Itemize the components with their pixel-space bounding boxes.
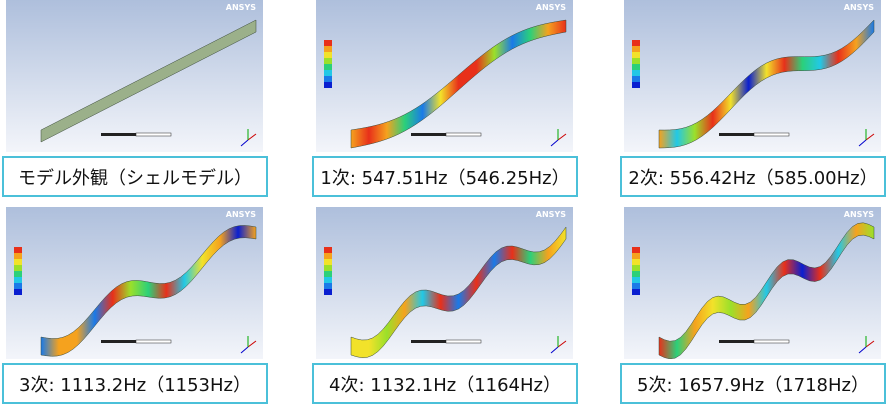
scale-bar <box>719 340 754 343</box>
caption: 2次: 556.42Hz（585.00Hz） <box>620 156 886 197</box>
triad-axis <box>550 139 559 147</box>
caption: 4次: 1132.1Hz（1164Hz） <box>312 363 578 404</box>
scale-bar <box>445 339 482 344</box>
scale-bar <box>135 132 172 137</box>
legend-swatch <box>14 283 22 289</box>
legend-swatch <box>324 70 332 76</box>
legend-swatch <box>324 289 332 295</box>
scale-bar <box>445 132 482 137</box>
legend-swatch <box>324 277 332 283</box>
scale-bar <box>135 339 172 344</box>
legend-swatch <box>324 58 332 64</box>
simulation-image: ANSYS <box>624 0 881 152</box>
caption: 1次: 547.51Hz（546.25Hz） <box>312 156 578 197</box>
beam <box>40 19 257 143</box>
legend-swatch <box>632 76 640 82</box>
caption: モデル外観（シェルモデル） <box>2 156 268 197</box>
legend-swatch <box>632 253 640 259</box>
legend-swatch <box>632 283 640 289</box>
legend-swatch <box>632 271 640 277</box>
legend-swatch <box>632 58 640 64</box>
legend-swatch <box>324 52 332 58</box>
legend-swatch <box>324 265 332 271</box>
simulation-image: ANSYS <box>316 207 573 359</box>
legend-swatch <box>632 259 640 265</box>
scale-bar <box>411 340 446 343</box>
legend-swatch <box>632 46 640 52</box>
triad-axis <box>858 139 867 147</box>
triad-axis <box>247 340 257 348</box>
triad-axis <box>557 133 567 141</box>
simulation-image: ANSYS <box>316 0 573 152</box>
legend-swatch <box>14 289 22 295</box>
legend-swatch <box>14 247 22 253</box>
logo: ANSYS <box>844 3 874 12</box>
triad-axis <box>240 139 249 147</box>
legend-swatch <box>632 70 640 76</box>
legend-swatch <box>324 64 332 70</box>
legend-swatch <box>632 52 640 58</box>
triad-axis <box>247 133 257 141</box>
triad-axis <box>240 346 249 354</box>
scale-bar <box>719 133 754 136</box>
caption: 3次: 1113.2Hz（1153Hz） <box>2 363 268 404</box>
triad-axis <box>865 133 875 141</box>
simulation-image: ANSYS <box>6 0 263 152</box>
legend-swatch <box>324 40 332 46</box>
logo: ANSYS <box>226 3 256 12</box>
beam <box>350 226 567 358</box>
background <box>316 0 573 152</box>
scale-bar <box>101 340 136 343</box>
triad-axis <box>858 346 867 354</box>
legend-swatch <box>632 64 640 70</box>
legend-swatch <box>324 46 332 52</box>
beam <box>658 19 875 149</box>
legend-swatch <box>632 277 640 283</box>
scale-bar <box>101 133 136 136</box>
triad-axis <box>550 346 559 354</box>
caption: 5次: 1657.9Hz（1718Hz） <box>620 363 886 404</box>
scale-bar <box>753 339 790 344</box>
legend-swatch <box>324 82 332 88</box>
legend-swatch <box>324 247 332 253</box>
legend-swatch <box>632 265 640 271</box>
beam <box>350 19 567 149</box>
beam <box>658 222 875 359</box>
logo: ANSYS <box>844 210 874 219</box>
legend-swatch <box>632 40 640 46</box>
logo: ANSYS <box>536 210 566 219</box>
legend-swatch <box>324 76 332 82</box>
legend-swatch <box>324 259 332 265</box>
legend-swatch <box>14 259 22 265</box>
legend-swatch <box>14 265 22 271</box>
triad-axis <box>865 340 875 348</box>
legend-swatch <box>324 271 332 277</box>
logo: ANSYS <box>536 3 566 12</box>
background <box>316 207 573 359</box>
beam <box>40 225 257 357</box>
simulation-image: ANSYS <box>624 207 881 359</box>
triad-axis <box>557 340 567 348</box>
legend-swatch <box>14 253 22 259</box>
legend-swatch <box>632 247 640 253</box>
scale-bar <box>411 133 446 136</box>
legend-swatch <box>324 283 332 289</box>
legend-swatch <box>14 271 22 277</box>
scale-bar <box>753 132 790 137</box>
legend-swatch <box>324 253 332 259</box>
legend-swatch <box>14 277 22 283</box>
legend-swatch <box>632 289 640 295</box>
logo: ANSYS <box>226 210 256 219</box>
simulation-image: ANSYS <box>6 207 263 359</box>
background <box>624 207 881 359</box>
legend-swatch <box>632 82 640 88</box>
